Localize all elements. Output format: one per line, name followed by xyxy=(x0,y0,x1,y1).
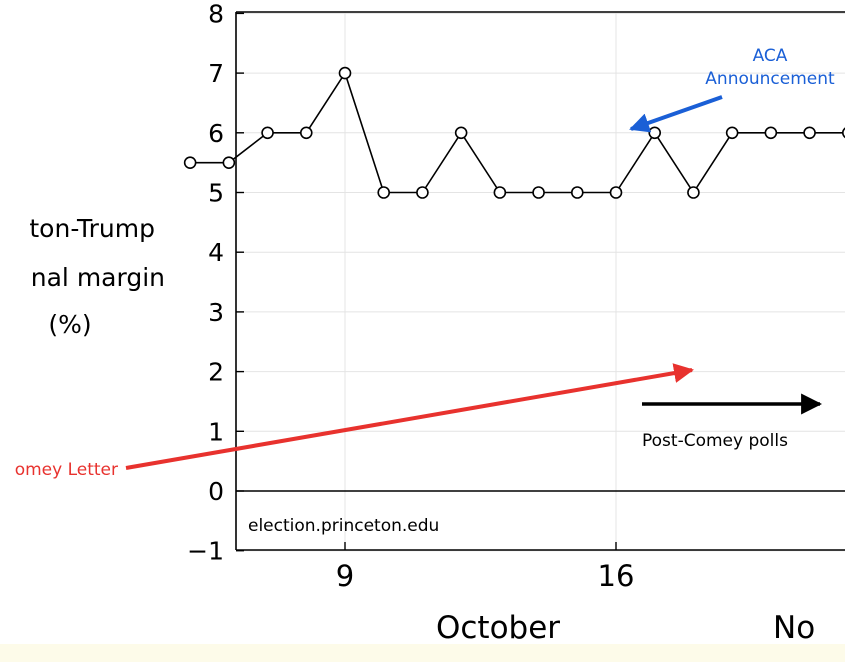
series-margin xyxy=(183,66,845,199)
axes xyxy=(235,11,845,552)
y-axis-label-line: (%) xyxy=(48,310,91,339)
x-tick-labels: 9162330 xyxy=(336,559,635,593)
y-tick-label: 0 xyxy=(208,477,224,506)
y-tick-label: −1 xyxy=(187,537,224,566)
y-tick-label: 3 xyxy=(208,298,224,327)
data-point xyxy=(454,126,468,140)
data-point xyxy=(841,127,845,139)
data-point xyxy=(183,156,197,169)
source-note: election.princeton.edu xyxy=(248,516,439,536)
x-tick-label: 16 xyxy=(598,559,635,593)
y-axis-label: ton-Trump nal margin (%) xyxy=(29,214,165,339)
comey-letter-label: omey Letter xyxy=(15,460,118,480)
month-labels: October No xyxy=(436,610,815,646)
data-point xyxy=(803,126,816,140)
data-point xyxy=(338,66,352,80)
data-point xyxy=(609,186,623,199)
y-tick-label: 7 xyxy=(208,59,224,88)
data-point xyxy=(764,126,778,140)
data-point xyxy=(377,186,391,199)
y-axis-label-line: ton-Trump xyxy=(29,214,155,243)
data-point xyxy=(570,186,584,199)
y-axis-label-line: nal margin xyxy=(31,263,165,292)
y-tick-label: 2 xyxy=(208,358,224,387)
bottom-band xyxy=(0,644,845,662)
y-tick-label: 1 xyxy=(208,417,224,446)
comey-letter-arrow xyxy=(125,363,694,470)
y-tick-labels: −1 0 1 2 3 4 5 6 7 8 xyxy=(187,0,224,566)
y-tick-label: 5 xyxy=(208,179,224,208)
aca-label-line2: Announcement xyxy=(705,69,835,89)
data-point xyxy=(416,186,429,199)
data-point xyxy=(532,186,545,199)
data-point xyxy=(687,186,700,199)
month-label: No xyxy=(773,610,815,646)
y-tick-label: 6 xyxy=(208,119,224,148)
series-line xyxy=(190,71,845,194)
data-point xyxy=(648,126,662,140)
post-comey-label: Post-Comey polls xyxy=(642,431,788,451)
y-tick-label: 8 xyxy=(208,0,224,28)
y-tick-label: 4 xyxy=(208,238,224,267)
data-point xyxy=(299,126,313,140)
aca-arrow xyxy=(629,95,723,133)
grid xyxy=(236,12,845,552)
data-point xyxy=(493,186,507,199)
aca-label-line1: ACA xyxy=(753,46,788,66)
month-label: October xyxy=(436,610,560,646)
data-point xyxy=(725,126,739,140)
data-point xyxy=(261,126,274,140)
x-tick-label: 9 xyxy=(336,559,354,593)
data-point xyxy=(222,156,236,169)
